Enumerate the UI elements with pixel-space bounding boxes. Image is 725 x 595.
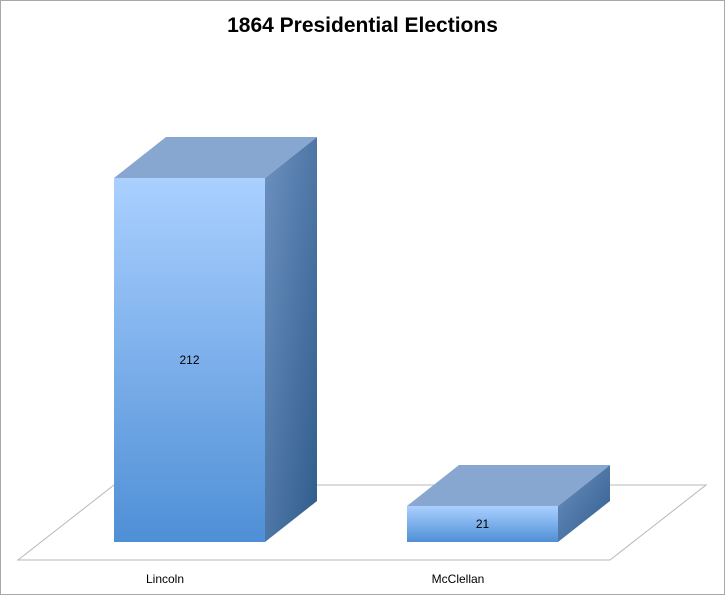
bar-lincoln: 212 [114,137,317,542]
data-label-mcclellan: 21 [476,517,490,531]
bar-side-face [265,137,317,542]
data-label-lincoln: 212 [179,353,199,367]
bars-group: 212 21 [114,137,610,542]
x-tick-label-mcclellan: McClellan [432,572,485,586]
x-tick-label-lincoln: Lincoln [146,572,184,586]
